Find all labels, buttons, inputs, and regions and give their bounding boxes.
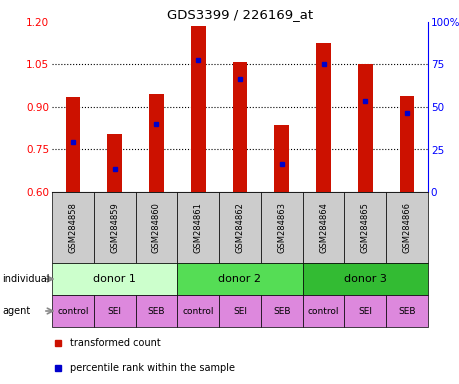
Text: donor 1: donor 1 <box>93 274 136 284</box>
Text: control: control <box>57 306 89 316</box>
Text: SEB: SEB <box>273 306 290 316</box>
Bar <box>94 192 135 263</box>
Text: control: control <box>307 306 339 316</box>
Bar <box>190 26 205 192</box>
Bar <box>177 263 302 295</box>
Bar <box>218 295 260 327</box>
Bar <box>135 192 177 263</box>
Bar <box>302 263 427 295</box>
Bar <box>52 263 177 295</box>
Bar <box>149 94 163 192</box>
Bar <box>386 192 427 263</box>
Bar <box>315 43 330 192</box>
Text: SEI: SEI <box>233 306 246 316</box>
Bar <box>357 65 372 192</box>
Text: GSM284860: GSM284860 <box>151 202 161 253</box>
Text: GSM284858: GSM284858 <box>68 202 77 253</box>
Text: SEI: SEI <box>107 306 121 316</box>
Title: GDS3399 / 226169_at: GDS3399 / 226169_at <box>167 8 313 21</box>
Bar <box>344 295 386 327</box>
Bar <box>274 126 288 192</box>
Bar <box>344 192 386 263</box>
Text: GSM284862: GSM284862 <box>235 202 244 253</box>
Text: donor 3: donor 3 <box>343 274 386 284</box>
Bar <box>302 295 344 327</box>
Text: GSM284859: GSM284859 <box>110 202 119 253</box>
Text: GSM284863: GSM284863 <box>277 202 285 253</box>
Bar <box>66 97 80 192</box>
Bar <box>260 192 302 263</box>
Bar <box>302 192 344 263</box>
Text: percentile rank within the sample: percentile rank within the sample <box>70 363 235 373</box>
Bar <box>260 295 302 327</box>
Bar <box>177 192 218 263</box>
Text: transformed count: transformed count <box>70 338 161 348</box>
Text: GSM284864: GSM284864 <box>319 202 327 253</box>
Text: individual: individual <box>2 274 50 284</box>
Text: control: control <box>182 306 213 316</box>
Bar <box>232 62 247 192</box>
Text: GSM284865: GSM284865 <box>360 202 369 253</box>
Bar <box>107 134 122 192</box>
Bar <box>177 295 218 327</box>
Text: agent: agent <box>2 306 30 316</box>
Text: SEI: SEI <box>358 306 371 316</box>
Bar <box>52 295 94 327</box>
Text: GSM284861: GSM284861 <box>193 202 202 253</box>
Text: donor 2: donor 2 <box>218 274 261 284</box>
Text: GSM284866: GSM284866 <box>402 202 411 253</box>
Bar <box>52 192 94 263</box>
Bar <box>94 295 135 327</box>
Bar <box>386 295 427 327</box>
Text: SEB: SEB <box>397 306 415 316</box>
Text: SEB: SEB <box>147 306 165 316</box>
Bar <box>399 96 414 192</box>
Bar <box>218 192 260 263</box>
Bar <box>135 295 177 327</box>
